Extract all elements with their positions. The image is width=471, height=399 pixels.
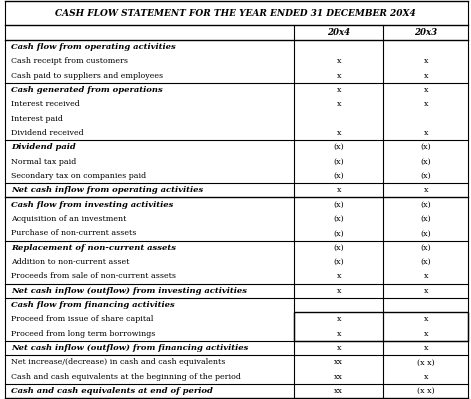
Text: Cash paid to suppliers and employees: Cash paid to suppliers and employees bbox=[11, 71, 163, 79]
Text: (x): (x) bbox=[420, 158, 431, 166]
Text: Cash generated from operations: Cash generated from operations bbox=[11, 86, 163, 94]
Text: x: x bbox=[423, 287, 428, 295]
Text: 20x3: 20x3 bbox=[414, 28, 437, 37]
Text: x: x bbox=[337, 287, 341, 295]
Text: Net increase/(decrease) in cash and cash equivalents: Net increase/(decrease) in cash and cash… bbox=[11, 358, 226, 366]
Text: (x x): (x x) bbox=[417, 358, 435, 366]
Text: x: x bbox=[423, 71, 428, 79]
Text: x: x bbox=[423, 330, 428, 338]
Text: Dividend received: Dividend received bbox=[11, 129, 84, 137]
Text: (x): (x) bbox=[333, 158, 344, 166]
Text: x: x bbox=[337, 186, 341, 194]
Text: Cash flow from investing activities: Cash flow from investing activities bbox=[11, 201, 173, 209]
Text: x: x bbox=[337, 273, 341, 280]
Text: Addition to non-current asset: Addition to non-current asset bbox=[11, 258, 130, 266]
Text: (x): (x) bbox=[420, 244, 431, 252]
Text: Dividend paid: Dividend paid bbox=[11, 143, 76, 151]
Text: x: x bbox=[337, 316, 341, 324]
Text: x: x bbox=[423, 186, 428, 194]
Text: x: x bbox=[337, 330, 341, 338]
Text: Interest paid: Interest paid bbox=[11, 115, 63, 122]
Text: Proceed from long term borrowings: Proceed from long term borrowings bbox=[11, 330, 155, 338]
Bar bbox=[294, 312, 468, 341]
Text: Cash and cash equivalents at end of period: Cash and cash equivalents at end of peri… bbox=[11, 387, 213, 395]
Text: Net cash inflow (outflow) from investing activities: Net cash inflow (outflow) from investing… bbox=[11, 287, 247, 295]
Text: (x): (x) bbox=[333, 172, 344, 180]
Text: Cash flow from financing activities: Cash flow from financing activities bbox=[11, 301, 175, 309]
Text: xx: xx bbox=[334, 387, 343, 395]
Text: Net cash inflow from operating activities: Net cash inflow from operating activitie… bbox=[11, 186, 203, 194]
Text: (x): (x) bbox=[420, 215, 431, 223]
Text: Net cash inflow (outflow) from financing activities: Net cash inflow (outflow) from financing… bbox=[11, 344, 248, 352]
Text: Cash flow from operating activities: Cash flow from operating activities bbox=[11, 43, 176, 51]
Text: x: x bbox=[337, 86, 341, 94]
Text: Cash and cash equivalents at the beginning of the period: Cash and cash equivalents at the beginni… bbox=[11, 373, 241, 381]
Text: xx: xx bbox=[334, 373, 343, 381]
Text: (x): (x) bbox=[333, 201, 344, 209]
Text: CASH FLOW STATEMENT FOR THE YEAR ENDED 31 DECEMBER 20X4: CASH FLOW STATEMENT FOR THE YEAR ENDED 3… bbox=[55, 8, 416, 18]
Text: (x x): (x x) bbox=[417, 387, 435, 395]
Text: (x): (x) bbox=[333, 215, 344, 223]
Text: 20x4: 20x4 bbox=[327, 28, 350, 37]
Text: xx: xx bbox=[334, 358, 343, 366]
Text: x: x bbox=[423, 57, 428, 65]
Text: (x): (x) bbox=[333, 244, 344, 252]
Text: x: x bbox=[423, 344, 428, 352]
Text: (x): (x) bbox=[420, 229, 431, 237]
Text: Interest received: Interest received bbox=[11, 100, 80, 108]
Text: x: x bbox=[423, 100, 428, 108]
Text: x: x bbox=[423, 273, 428, 280]
Text: x: x bbox=[423, 129, 428, 137]
Text: (x): (x) bbox=[420, 201, 431, 209]
Text: (x): (x) bbox=[333, 229, 344, 237]
Text: (x): (x) bbox=[333, 143, 344, 151]
Text: Acquisition of an investment: Acquisition of an investment bbox=[11, 215, 126, 223]
Text: Cash receipt from customers: Cash receipt from customers bbox=[11, 57, 128, 65]
Text: x: x bbox=[423, 316, 428, 324]
Text: Normal tax paid: Normal tax paid bbox=[11, 158, 76, 166]
Text: x: x bbox=[423, 373, 428, 381]
Text: (x): (x) bbox=[420, 143, 431, 151]
Text: Replacement of non-current assets: Replacement of non-current assets bbox=[11, 244, 176, 252]
Text: Purchase of non-current assets: Purchase of non-current assets bbox=[11, 229, 137, 237]
Text: Secondary tax on companies paid: Secondary tax on companies paid bbox=[11, 172, 146, 180]
Text: x: x bbox=[337, 129, 341, 137]
Text: x: x bbox=[337, 57, 341, 65]
Text: x: x bbox=[337, 71, 341, 79]
Text: x: x bbox=[337, 100, 341, 108]
Text: Proceeds from sale of non-current assets: Proceeds from sale of non-current assets bbox=[11, 273, 176, 280]
Text: (x): (x) bbox=[420, 172, 431, 180]
Text: (x): (x) bbox=[420, 258, 431, 266]
Text: x: x bbox=[337, 344, 341, 352]
Text: (x): (x) bbox=[333, 258, 344, 266]
Text: Proceed from issue of share capital: Proceed from issue of share capital bbox=[11, 316, 154, 324]
Text: x: x bbox=[423, 86, 428, 94]
